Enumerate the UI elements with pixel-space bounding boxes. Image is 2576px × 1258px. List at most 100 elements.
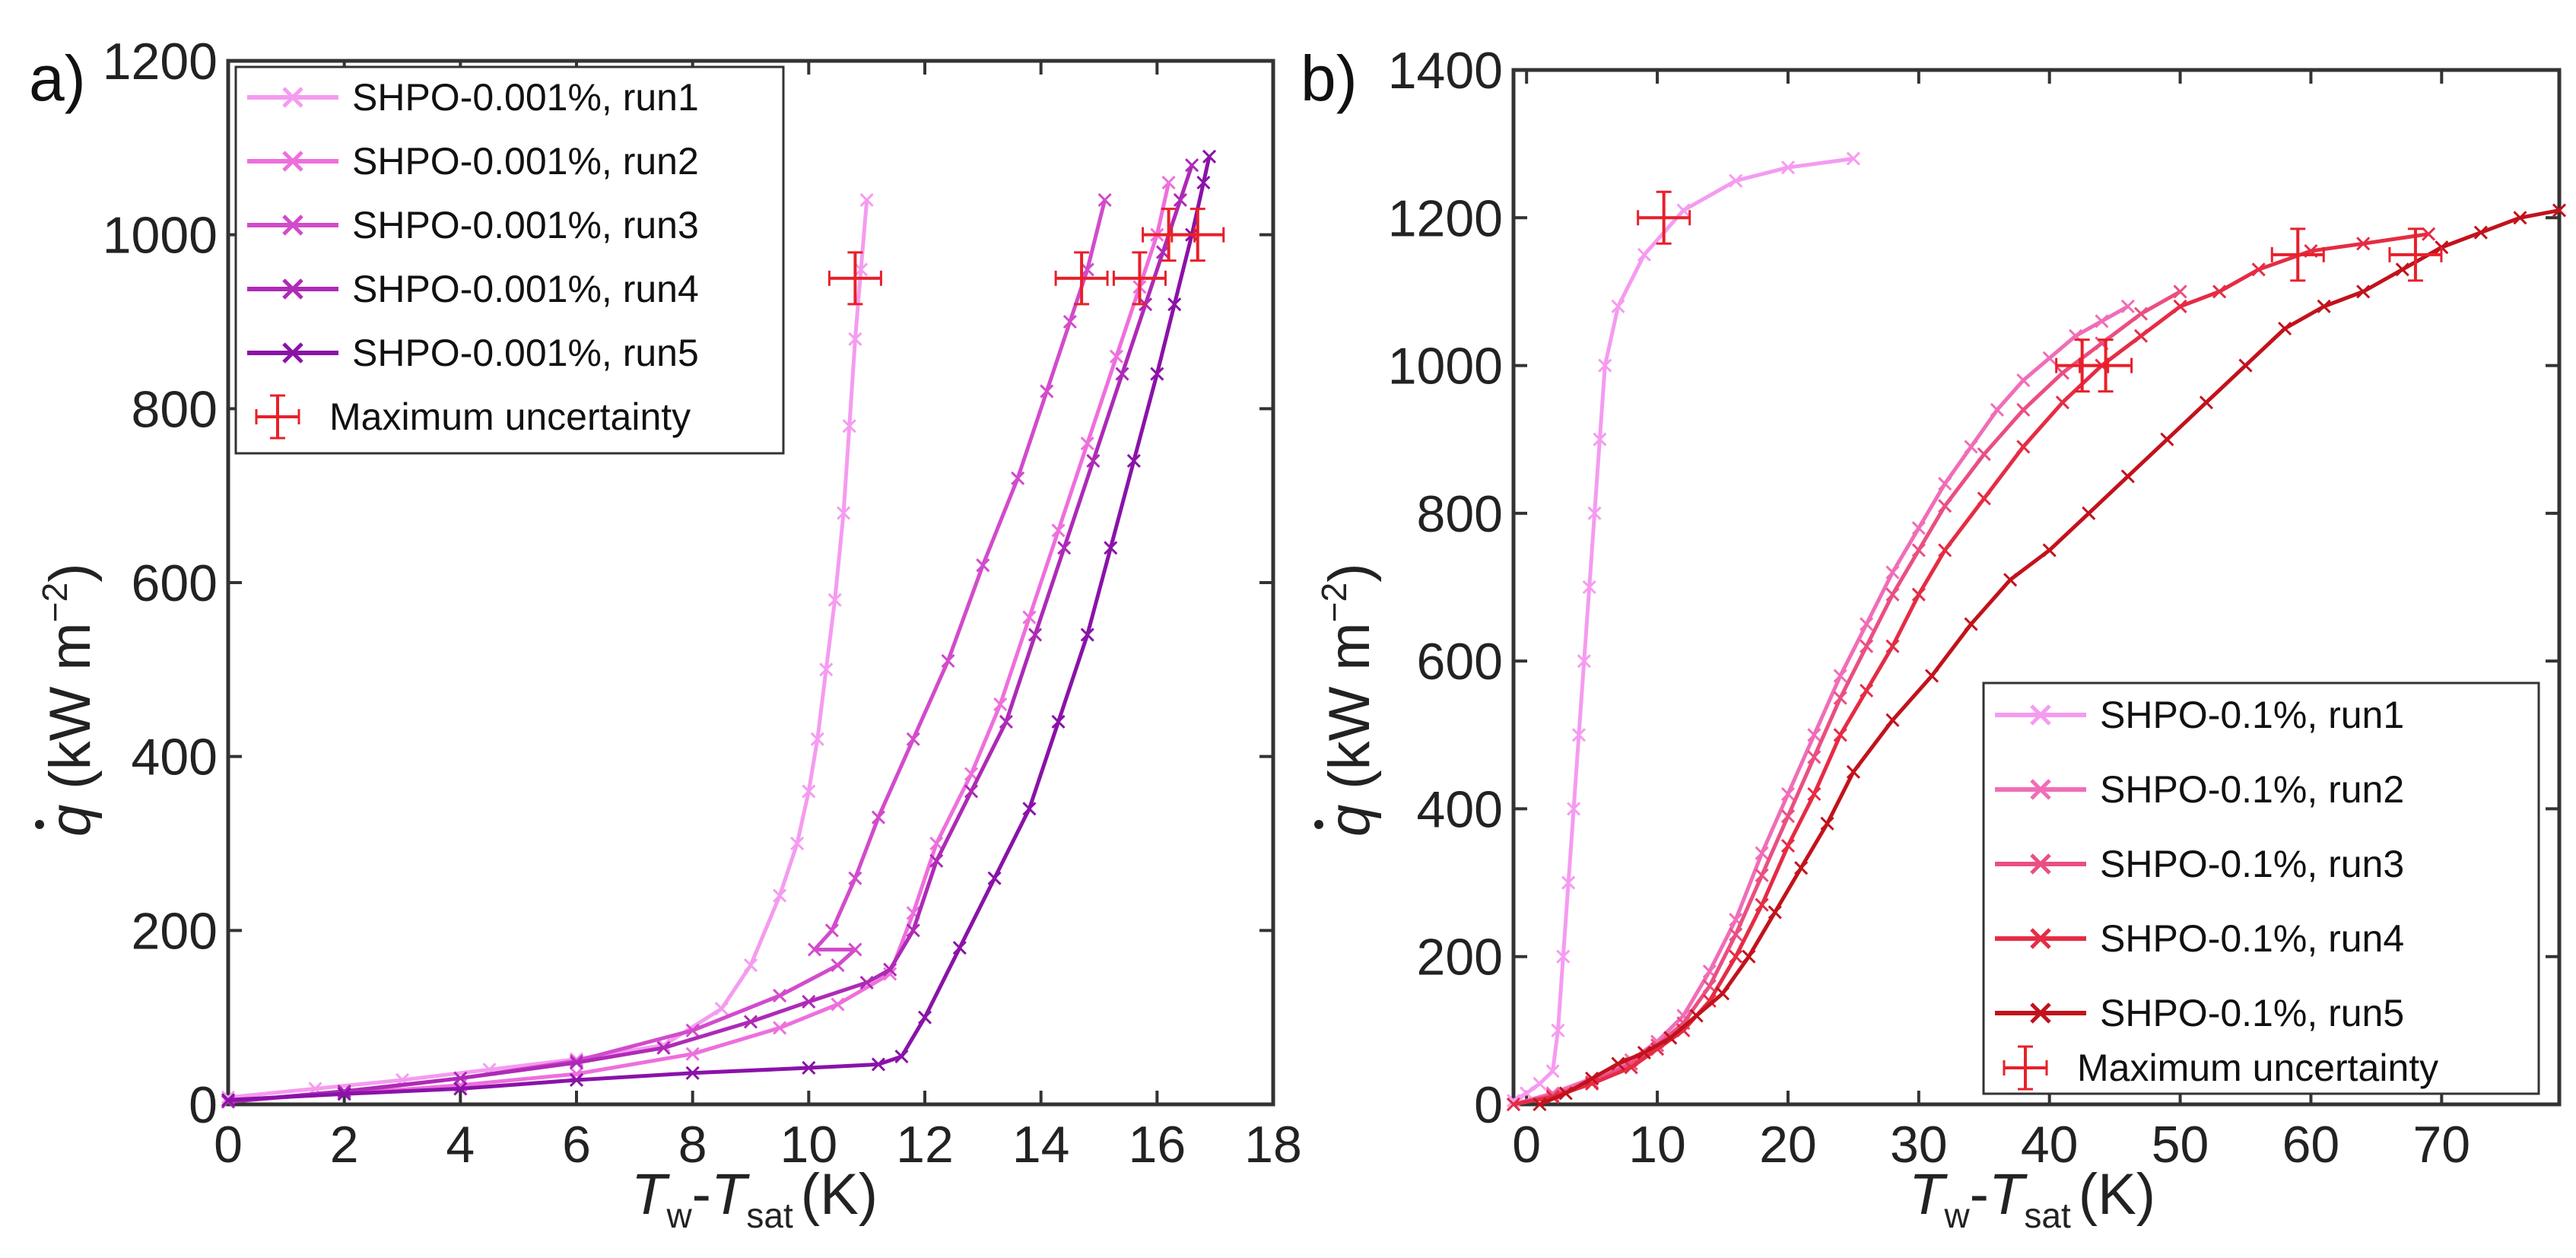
data-point-marker	[453, 1082, 468, 1096]
legend-swatch-marker	[282, 214, 303, 236]
data-point-marker	[1702, 993, 1717, 1009]
panel-b-axis-ticks: 0 10 20 30 40 50 60 70 0 200 400 600 800 1000 1200 1400	[1388, 42, 2559, 1174]
data-point-marker	[906, 923, 920, 938]
data-point-marker	[1820, 816, 1834, 831]
x-tick-label: 30	[1890, 1116, 1948, 1174]
data-point-marker	[2395, 262, 2409, 277]
data-point-marker	[929, 836, 944, 851]
data-point-marker	[1040, 384, 1054, 399]
series-4	[221, 158, 1199, 1109]
x-label-w-subscript: w	[1943, 1196, 1970, 1235]
legend-item: SHPO-0.001%, run4	[247, 268, 699, 310]
data-point-marker	[1885, 565, 1900, 580]
data-point-marker	[1833, 669, 1847, 683]
data-point-marker	[1807, 750, 1822, 764]
data-point-marker	[819, 662, 834, 677]
data-point-marker	[2422, 227, 2436, 241]
data-point-marker	[871, 810, 885, 824]
legend-label: SHPO-0.001%, run2	[352, 140, 699, 183]
data-point-marker	[1582, 580, 1596, 595]
data-point-marker	[1533, 1076, 1547, 1091]
data-point-marker	[802, 784, 816, 799]
data-point-marker	[2251, 262, 2266, 277]
legend-swatch-marker	[2030, 779, 2051, 800]
svg-text:q(kW m−2): q (kW m−2)	[1314, 563, 1382, 837]
x-label-t: T	[1909, 1162, 1948, 1227]
data-point-marker	[1885, 713, 1900, 727]
data-point-marker	[1807, 786, 1822, 802]
data-point-marker	[1833, 728, 1847, 742]
data-point-marker	[1938, 476, 1952, 491]
data-point-marker	[848, 332, 862, 346]
data-point-marker	[773, 989, 787, 1003]
data-point-marker	[1911, 543, 1926, 558]
data-point-marker	[1028, 627, 1043, 642]
legend-item: SHPO-0.001%, run5	[247, 332, 699, 374]
data-point-marker	[743, 1015, 758, 1029]
y-label-close: )	[38, 563, 103, 582]
panel-a-series-group	[221, 149, 1217, 1109]
legend-item: SHPO-0.001%, run1	[247, 76, 699, 119]
legend-item: SHPO-0.1%, run3	[1995, 843, 2404, 885]
data-point-marker	[848, 871, 862, 885]
series-1	[221, 192, 874, 1104]
data-point-marker	[2016, 402, 2031, 417]
data-point-marker	[685, 1023, 700, 1037]
y-tick-label: 0	[189, 1076, 218, 1134]
data-point-marker	[929, 853, 944, 868]
legend-swatch-marker	[282, 151, 303, 172]
data-point-marker	[1911, 521, 1926, 535]
data-point-marker	[1885, 587, 1900, 602]
data-point-marker	[1938, 499, 1952, 513]
data-point-marker	[1115, 367, 1129, 381]
data-point-marker	[1860, 617, 1874, 631]
x-tick-label: 18	[1244, 1116, 1302, 1174]
data-point-marker	[1057, 541, 1072, 555]
data-point-marker	[2133, 329, 2149, 343]
legend-label: SHPO-0.1%, run4	[2100, 917, 2404, 960]
data-point-marker	[1780, 838, 1795, 853]
data-point-marker	[1533, 1097, 1547, 1112]
data-point-marker	[569, 1056, 584, 1070]
series-5	[221, 149, 1217, 1107]
data-point-marker	[2552, 203, 2567, 218]
x-label-unit: (K)	[2079, 1162, 2155, 1227]
data-point-marker	[1637, 247, 1651, 262]
data-point-marker	[2173, 284, 2187, 299]
data-point-marker	[2317, 299, 2331, 313]
q-dot-icon	[1314, 820, 1323, 829]
data-point-marker	[1689, 1009, 1704, 1023]
data-point-marker	[1780, 786, 1795, 802]
data-point-marker	[848, 942, 862, 957]
data-point-marker	[1755, 846, 1769, 860]
data-point-marker	[2133, 307, 2149, 321]
legend-item: SHPO-0.1%, run4	[1995, 917, 2404, 960]
data-point-marker	[1202, 149, 1217, 164]
data-point-marker	[1022, 610, 1037, 624]
series-1	[1506, 151, 1860, 1108]
data-point-marker	[802, 1060, 816, 1075]
x-label-t: T	[631, 1162, 670, 1227]
y-label-exponent: −2	[1314, 583, 1354, 622]
data-point-marker	[2356, 237, 2371, 251]
data-point-marker	[1663, 1031, 1678, 1045]
x-tick-label: 10	[1628, 1116, 1686, 1174]
data-point-marker	[2003, 573, 2018, 587]
legend-label: SHPO-0.001%, run3	[352, 204, 699, 246]
data-point-marker	[1860, 639, 1874, 653]
legend-item-uncertainty: Maximum uncertainty	[255, 394, 691, 440]
uncertainty-errorbar	[1112, 251, 1167, 306]
data-point-marker	[1637, 1045, 1651, 1060]
y-label-unit: (kW m	[38, 622, 103, 789]
data-point-marker	[2199, 396, 2213, 410]
data-point-marker	[941, 653, 955, 668]
data-point-marker	[1964, 617, 1978, 631]
legend-label: SHPO-0.001%, run1	[352, 76, 699, 119]
x-label-dash: -	[1970, 1162, 1989, 1227]
legend-swatch-marker	[2030, 1002, 2051, 1024]
panel-a-x-axis-label: Tw-Tsat (K)	[631, 1162, 878, 1235]
data-point-marker	[1729, 927, 1743, 942]
data-point-marker	[837, 506, 851, 520]
data-point-marker	[1755, 897, 1769, 912]
y-label-exponent: −2	[35, 583, 75, 622]
